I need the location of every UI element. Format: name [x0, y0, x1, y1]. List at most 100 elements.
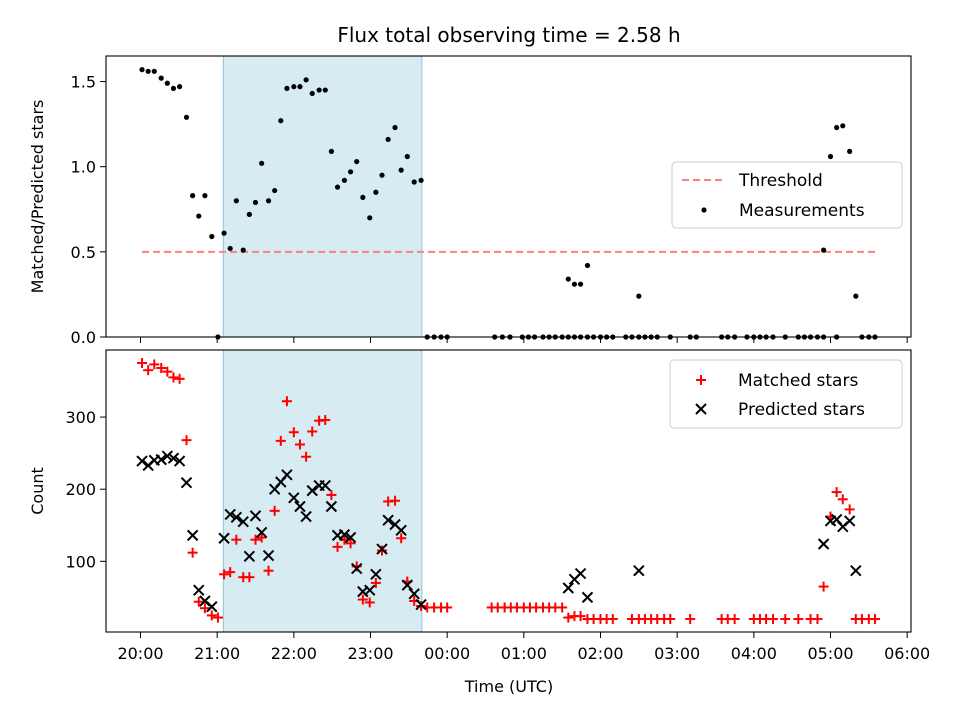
matched-star-point [294, 439, 305, 450]
x-axis-label: Time (UTC) [464, 677, 553, 696]
predicted-star-point-b [206, 601, 218, 613]
predicted-star-point-b [306, 484, 318, 497]
matched-star-point [168, 372, 179, 383]
predicted-star-point [319, 479, 331, 492]
predicted-star-point [249, 510, 262, 522]
matched-star-point [256, 532, 267, 543]
predicted-star-point-b [161, 450, 174, 462]
measurement-point [297, 84, 303, 90]
legend-predicted-swatch-b [695, 403, 707, 415]
bottom-y-tick-label: 100 [65, 552, 96, 571]
predicted-star-point-b [243, 550, 256, 562]
matched-star-point [244, 572, 255, 583]
measurement-point [291, 84, 297, 90]
top-legend-box [671, 161, 903, 229]
predicted-star-point-b [300, 510, 312, 523]
predicted-star-point [306, 484, 318, 497]
measurement-point [360, 194, 366, 200]
predicted-star-point-b [562, 582, 575, 594]
measurement-point [577, 281, 584, 287]
bottom-y-tick-label: 200 [65, 480, 96, 499]
matched-star-point [685, 614, 696, 625]
predicted-star-point-b [382, 514, 394, 526]
matched-star-point [281, 396, 292, 407]
top-panel: 0.0 0.5 1.0 1.5 Matched/Predicted stars Thr… [28, 55, 912, 347]
measurement-point [151, 68, 157, 74]
matched-star-point [831, 487, 842, 498]
measurement-point [202, 193, 208, 199]
measurement-point [322, 87, 328, 93]
predicted-star-point [300, 510, 312, 523]
matched-star-point [199, 603, 210, 614]
matched-star-point [364, 597, 375, 608]
measurement-point [240, 247, 246, 253]
matched-star-point [174, 373, 185, 384]
predicted-star-point [843, 515, 856, 527]
predicted-star-point [173, 455, 186, 467]
x-tick-label: 00:00 [424, 644, 470, 663]
matched-star-point [332, 541, 343, 552]
matched-star-point [326, 489, 337, 500]
predicted-star-point-b [344, 531, 357, 544]
top-y-tick-label: 1.5 [71, 73, 96, 92]
measurement-point [373, 189, 379, 195]
predicted-star-point-b [155, 453, 167, 466]
predicted-star-point-b [262, 549, 275, 562]
matched-star-point [231, 534, 242, 545]
predicted-star-point-b [338, 528, 351, 541]
matched-star-point [288, 427, 299, 438]
predicted-star-point-b [319, 479, 331, 492]
matched-star-point [844, 504, 855, 515]
predicted-star-point [338, 528, 351, 541]
matched-star-point [442, 602, 453, 613]
predicted-star-point [255, 526, 268, 539]
measurement-point [341, 177, 348, 183]
matched-star-point [206, 610, 217, 621]
measurement-point [404, 153, 410, 160]
predicted-star-point-b [224, 508, 236, 521]
predicted-star-point-b [370, 568, 382, 581]
measurement-point [145, 68, 151, 74]
predicted-star-point-b [581, 591, 594, 604]
predicted-star-point [218, 532, 230, 544]
matched-star-point [729, 614, 740, 625]
predicted-star-point-b [408, 588, 420, 600]
predicted-star-point-b [294, 500, 306, 513]
measurement-point [183, 114, 190, 120]
measurement-point [379, 172, 385, 178]
measurement-point [221, 230, 227, 236]
matched-star-point [557, 602, 568, 613]
matched-star-point [143, 365, 154, 376]
predicted-star-point-b [843, 515, 856, 527]
predicted-star-point [415, 598, 427, 611]
predicted-star-point [395, 524, 407, 537]
measurement-point [392, 124, 398, 131]
predicted-star-point-b [415, 598, 427, 611]
top-observing-window-shade [222, 55, 423, 338]
matched-star-point [250, 534, 261, 545]
matched-star-point [416, 601, 427, 612]
predicted-star-point-b [193, 584, 205, 596]
predicted-star-point-b [395, 524, 407, 537]
predicted-star-point [262, 549, 275, 562]
measurement-point [853, 293, 859, 299]
measurement-point [164, 80, 170, 86]
x-tick-label: 01:00 [501, 644, 547, 663]
predicted-star-point [206, 601, 218, 613]
bottom-observing-window-shade [222, 349, 423, 633]
matched-star-point [390, 495, 401, 506]
measurement-point [303, 77, 309, 83]
measurement-point [170, 85, 177, 91]
matched-star-point [869, 614, 880, 625]
legend-measurements-swatch [701, 207, 707, 213]
predicted-star-point-b [180, 476, 193, 489]
top-y-ticks: 0.0 0.5 1.0 1.5 [71, 73, 106, 347]
predicted-star-point [408, 588, 420, 600]
measurement-point [411, 179, 417, 185]
predicted-star-point [243, 550, 256, 562]
measurement-point [259, 160, 265, 166]
chart-title: Flux total observing time = 2.58 h [337, 23, 680, 47]
predicted-star-point-b [817, 538, 830, 550]
top-y-axis-label: Matched/Predicted stars [28, 100, 47, 294]
predicted-star-point [370, 568, 382, 581]
